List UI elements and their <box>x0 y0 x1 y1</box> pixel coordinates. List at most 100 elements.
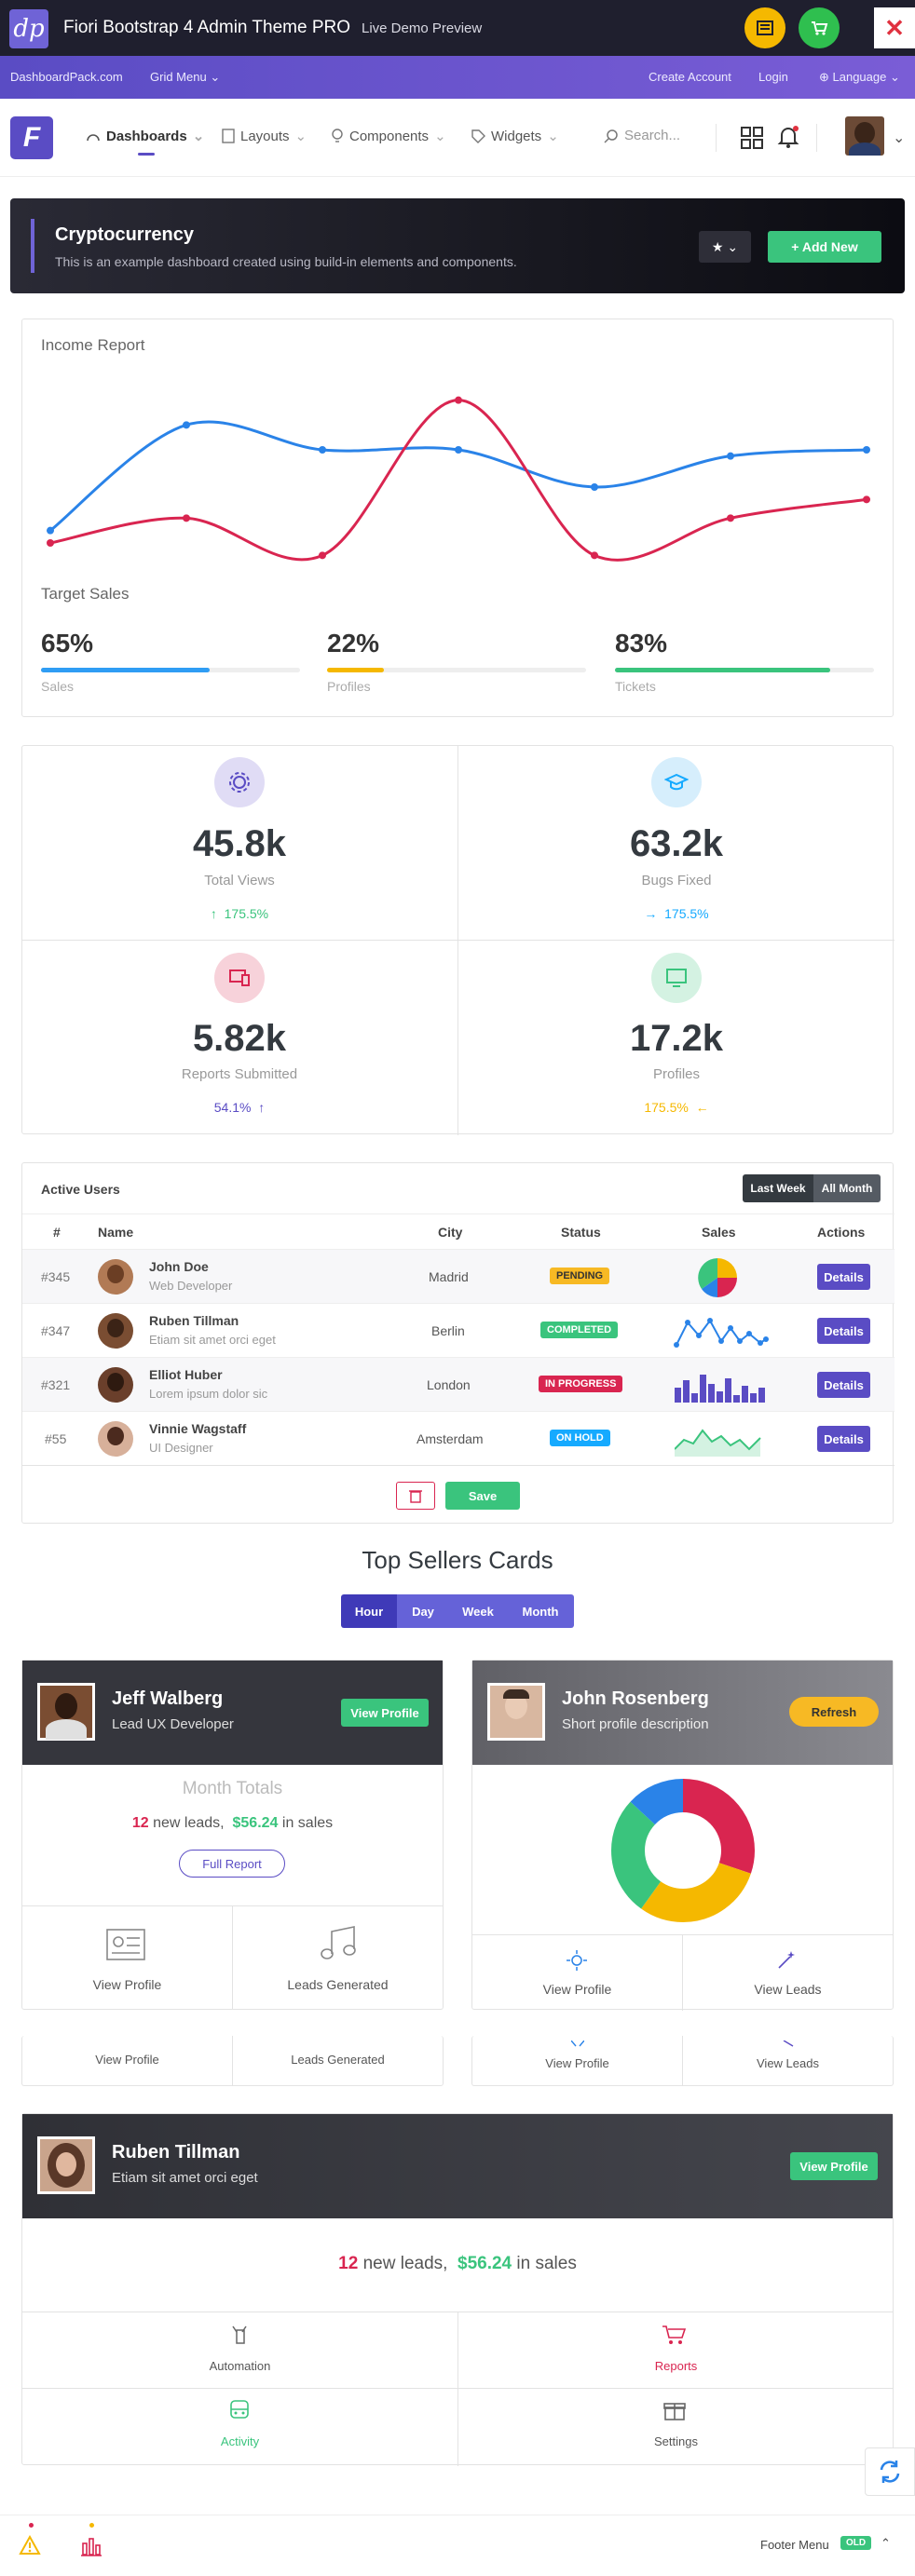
series-0-point-3 <box>455 446 462 454</box>
automation-icon <box>229 2325 250 2352</box>
sun-icon <box>567 1950 587 1975</box>
nav-layouts[interactable]: Layouts ⌄ <box>222 128 307 144</box>
create-account-link[interactable]: Create Account <box>649 70 731 84</box>
arrow-up-icon: ↑ <box>258 1100 266 1115</box>
bar-chart-icon[interactable] <box>80 2534 102 2561</box>
view-profile-link[interactable]: View Profile <box>545 2056 609 2070</box>
status-badge: Completed <box>540 1322 619 1338</box>
refresh-button[interactable]: Refresh <box>789 1697 879 1727</box>
grid-menu[interactable]: Grid Menu ⌄ <box>150 70 221 84</box>
profile-role: Short profile description <box>562 1716 709 1732</box>
stat-total-views-label: Total Views <box>204 873 275 888</box>
john-rosenberg-card: John Rosenberg Short profile description… <box>471 1660 894 2011</box>
view-leads-link[interactable]: View Leads <box>757 2056 819 2070</box>
dp-logo[interactable]: dp <box>9 9 48 48</box>
chevron-up-icon[interactable]: ⌃ <box>881 2536 891 2550</box>
stat-profiles-change: 175.5% ← <box>459 1100 894 1115</box>
avatar <box>37 2136 95 2194</box>
view-profile-link[interactable]: View Profile <box>542 1982 612 1997</box>
segment-hour[interactable]: Hour <box>341 1594 397 1628</box>
row-id: #345 <box>41 1269 71 1284</box>
bell-icon[interactable] <box>777 125 799 154</box>
view-profile-link[interactable]: View Profile <box>92 1977 162 1992</box>
page-subtitle: This is an example dashboard created usi… <box>55 254 517 269</box>
nav-components[interactable]: Components ⌄ <box>331 128 446 144</box>
leads-generated-link[interactable]: Leads Generated <box>287 1977 389 1992</box>
jeff-card-duplicate-strip: View Profile Leads Generated <box>21 2036 444 2086</box>
progress-sales-label: Sales <box>41 679 75 694</box>
language-label: Language <box>832 70 887 84</box>
nav-widgets[interactable]: Widgets ⌄ <box>471 128 559 144</box>
view-leads-link[interactable]: View Leads <box>754 1982 822 1997</box>
site-link[interactable]: DashboardPack.com <box>10 70 123 84</box>
table-row: #345 John Doe Web Developer Madrid Pendi… <box>22 1249 895 1303</box>
close-icon[interactable]: ✕ <box>874 7 915 48</box>
stat-reports-label: Reports Submitted <box>181 1066 298 1082</box>
language-menu[interactable]: ⊕ Language ⌄ <box>819 70 900 84</box>
details-button[interactable]: Details <box>817 1264 870 1290</box>
add-new-button[interactable]: + Add New <box>768 231 881 263</box>
bus-icon <box>229 2399 250 2426</box>
leads-generated-link[interactable]: Leads Generated <box>291 2053 385 2067</box>
details-button[interactable]: Details <box>817 1372 870 1398</box>
progress-profiles-value: 22% <box>327 629 380 658</box>
all-month-button[interactable]: All Month <box>813 1174 881 1202</box>
series-1-point-3 <box>455 396 462 404</box>
footer: Footer Menu OLD ⌃ <box>0 2515 915 2576</box>
automation-link[interactable]: Automation <box>209 2359 271 2373</box>
series-1-point-2 <box>319 551 326 560</box>
details-button[interactable]: Details <box>817 1318 870 1344</box>
chevron-down-icon[interactable]: ⌄ <box>893 130 906 146</box>
series-1-point-4 <box>591 551 598 560</box>
profile-header: John Rosenberg Short profile description… <box>472 1661 893 1765</box>
progress-tickets-value: 83% <box>615 629 668 658</box>
nav-dashboards[interactable]: Dashboards ⌄ <box>86 128 204 144</box>
id-card-icon <box>106 1929 145 1965</box>
sub-bar: DashboardPack.com Grid Menu ⌄ Create Acc… <box>0 56 915 99</box>
john-card-duplicate-strip: View Profile View Leads <box>471 2036 894 2086</box>
details-button[interactable]: Details <box>817 1426 870 1452</box>
floating-refresh-button[interactable] <box>865 2447 915 2496</box>
series-1-point-6 <box>863 495 870 504</box>
progress-profiles-bar <box>327 668 586 672</box>
row-name: Ruben Tillman <box>149 1313 239 1328</box>
activity-link[interactable]: Activity <box>220 2434 260 2448</box>
news-icon[interactable] <box>744 7 785 48</box>
grid-apps-icon[interactable] <box>741 127 763 154</box>
table-row: #55 Vinnie Wagstaff UI Designer Amsterda… <box>22 1411 895 1465</box>
th-name: Name <box>98 1225 134 1240</box>
stat-profiles-label: Profiles <box>652 1066 701 1082</box>
view-profile-button[interactable]: View Profile <box>341 1699 429 1727</box>
segment-day[interactable]: Day <box>397 1594 449 1628</box>
save-button[interactable]: Save <box>445 1482 520 1510</box>
series-0-point-1 <box>183 421 190 429</box>
row-id: #347 <box>41 1323 71 1338</box>
top-subtitle: Live Demo Preview <box>362 20 483 36</box>
row-name: John Doe <box>149 1259 209 1274</box>
search-box[interactable]: Search... <box>604 128 680 143</box>
brand-logo[interactable]: F <box>10 116 53 159</box>
full-report-button[interactable]: Full Report <box>179 1850 285 1878</box>
star-dropdown-button[interactable]: ★ ⌄ <box>699 231 751 263</box>
warning-icon[interactable] <box>19 2534 41 2561</box>
view-profile-link[interactable]: View Profile <box>95 2053 159 2067</box>
footer-menu[interactable]: Footer Menu <box>760 2538 829 2552</box>
cart-icon[interactable] <box>799 7 840 48</box>
view-profile-button[interactable]: View Profile <box>790 2152 878 2180</box>
progress-tickets-label: Tickets <box>615 679 656 694</box>
segment-week[interactable]: Week <box>449 1594 507 1628</box>
gift-icon <box>663 2399 686 2426</box>
reports-link[interactable]: Reports <box>654 2359 698 2373</box>
table-row: #321 Elliot Huber Lorem ipsum dolor sic … <box>22 1357 895 1411</box>
nav-layouts-label: Layouts <box>240 128 290 144</box>
settings-link[interactable]: Settings <box>654 2434 698 2448</box>
user-avatar[interactable] <box>845 116 884 156</box>
tag-icon <box>471 129 485 143</box>
delete-button[interactable] <box>396 1482 435 1510</box>
last-week-button[interactable]: Last Week <box>743 1174 813 1202</box>
profile-role: Lead UX Developer <box>112 1716 234 1732</box>
stat-reports-change: 54.1% ↑ <box>22 1100 457 1115</box>
login-link[interactable]: Login <box>758 70 788 84</box>
segment-month[interactable]: Month <box>507 1594 574 1628</box>
active-users-card: Active Users Last Week All Month # Name … <box>21 1162 895 1524</box>
